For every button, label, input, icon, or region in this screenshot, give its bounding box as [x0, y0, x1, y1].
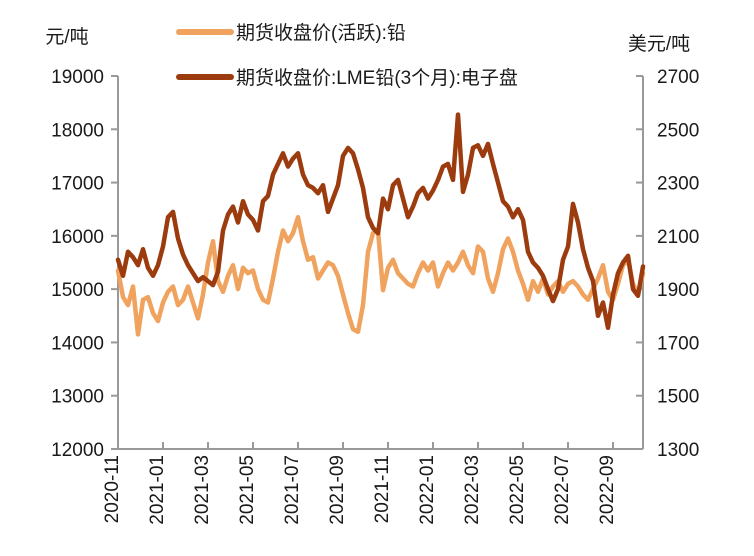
right-tick-label: 1900: [657, 280, 699, 301]
right-tick-label: 2300: [657, 174, 699, 195]
lme-lead-price-line: [115, 112, 646, 331]
right-axis-unit-label: 美元/吨: [628, 33, 690, 55]
right-tick-label: 1500: [657, 387, 699, 408]
left-tick-label: 12000: [51, 440, 104, 461]
left-tick-label: 15000: [51, 280, 104, 301]
x-tick-label: 2021-05: [237, 455, 258, 525]
x-tick-label: 2021-07: [282, 455, 303, 525]
left-tick-label: 14000: [51, 333, 104, 354]
right-tick-label: 2100: [657, 227, 699, 248]
right-tick-label: 2500: [657, 120, 699, 141]
x-axis-ticks: 2020-11 2021-01 2021-03 2021-05 2021-07 2021-…: [102, 442, 618, 525]
legend-item-lme: 期货收盘价:LME铅(3个月):电子盘: [176, 67, 518, 89]
legend: 期货收盘价(活跃):铅 期货收盘价:LME铅(3个月):电子盘: [176, 22, 518, 89]
shfe-legend-label: 期货收盘价(活跃):铅: [236, 22, 406, 44]
right-tick-label: 1300: [657, 440, 699, 461]
left-tick-label: 18000: [51, 120, 104, 141]
x-tick-label: 2022-07: [552, 455, 573, 525]
x-tick-label: 2021-09: [327, 455, 348, 525]
left-axis-ticks: 19000 18000 17000 16000 15000 14000 13000 12000: [51, 67, 118, 461]
series-lines: [115, 112, 646, 337]
right-tick-label: 1700: [657, 333, 699, 354]
right-tick-label: 2700: [657, 67, 699, 88]
x-tick-label: 2021-01: [147, 455, 168, 525]
x-tick-label: 2022-01: [417, 455, 438, 525]
x-tick-label: 2020-11: [102, 455, 123, 523]
x-tick-label: 2021-03: [192, 455, 213, 525]
left-tick-label: 13000: [51, 387, 104, 408]
lme-legend-label: 期货收盘价:LME铅(3个月):电子盘: [236, 67, 518, 89]
left-tick-label: 19000: [51, 67, 104, 88]
x-tick-label: 2022-03: [462, 455, 483, 525]
left-axis-unit-label: 元/吨: [45, 26, 88, 48]
left-tick-label: 16000: [51, 227, 104, 248]
left-tick-label: 17000: [51, 174, 104, 195]
x-tick-label: 2021-11: [372, 455, 393, 523]
legend-item-shfe: 期货收盘价(活跃):铅: [176, 22, 406, 44]
right-axis-ticks: 2700 2500 2300 2100 1900 1700 1500 1300: [636, 67, 699, 461]
x-tick-label: 2022-09: [597, 455, 618, 525]
x-tick-label: 2022-05: [507, 455, 528, 525]
